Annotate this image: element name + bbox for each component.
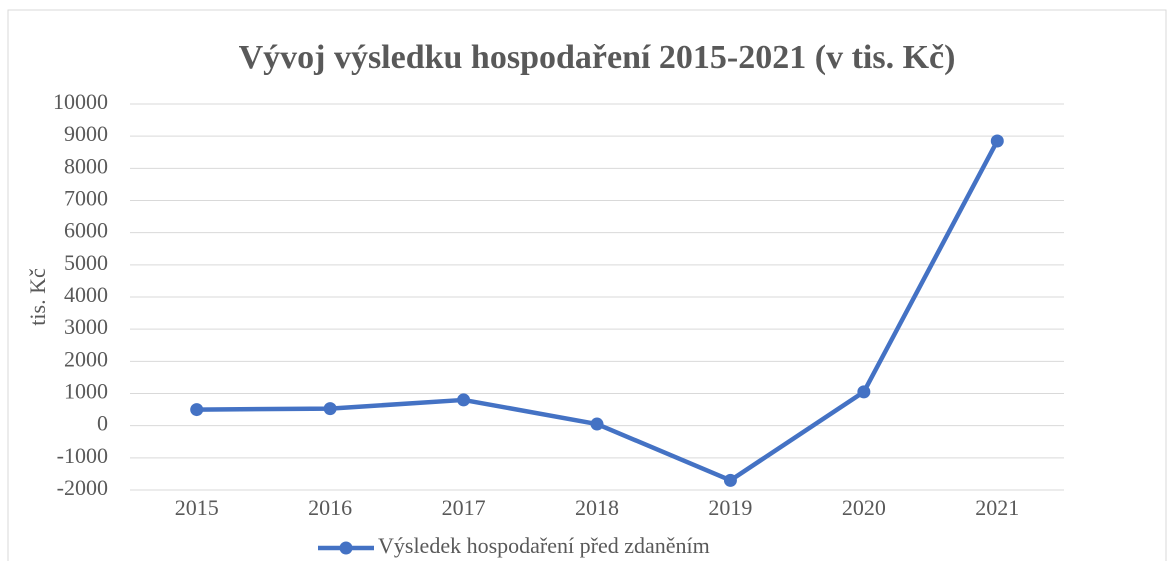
x-tick-label: 2020: [842, 495, 886, 520]
y-tick-label: 6000: [64, 218, 108, 243]
y-tick-label: 2000: [64, 346, 108, 371]
legend-label: Výsledek hospodaření před zdaněním: [378, 533, 710, 558]
data-point: [323, 402, 337, 416]
y-tick-label: 4000: [64, 282, 108, 307]
data-point: [190, 403, 204, 417]
data-point: [723, 473, 737, 487]
x-tick-label: 2019: [708, 495, 752, 520]
y-tick-label: 7000: [64, 186, 108, 211]
x-tick-label: 2018: [575, 495, 619, 520]
chart-frame: [7, 9, 1167, 561]
data-point: [590, 417, 604, 431]
y-tick-label: 9000: [64, 121, 108, 146]
x-tick-label: 2016: [308, 495, 352, 520]
y-tick-label: -2000: [57, 475, 108, 500]
y-tick-label: -1000: [57, 443, 108, 468]
y-tick-label: 3000: [64, 314, 108, 339]
x-tick-label: 2015: [175, 495, 219, 520]
data-point: [990, 134, 1004, 148]
y-axis-label: tis. Kč: [25, 268, 50, 326]
y-tick-label: 5000: [64, 250, 108, 275]
y-tick-label: 1000: [64, 379, 108, 404]
data-point: [857, 385, 871, 399]
x-tick-label: 2021: [975, 495, 1019, 520]
y-tick-label: 0: [97, 411, 108, 436]
y-tick-label: 8000: [64, 153, 108, 178]
y-tick-label: 10000: [53, 89, 108, 114]
x-tick-label: 2017: [442, 495, 486, 520]
data-point: [457, 393, 471, 407]
chart-title: Vývoj výsledku hospodaření 2015-2021 (v …: [239, 39, 956, 76]
legend-marker: [339, 541, 353, 555]
